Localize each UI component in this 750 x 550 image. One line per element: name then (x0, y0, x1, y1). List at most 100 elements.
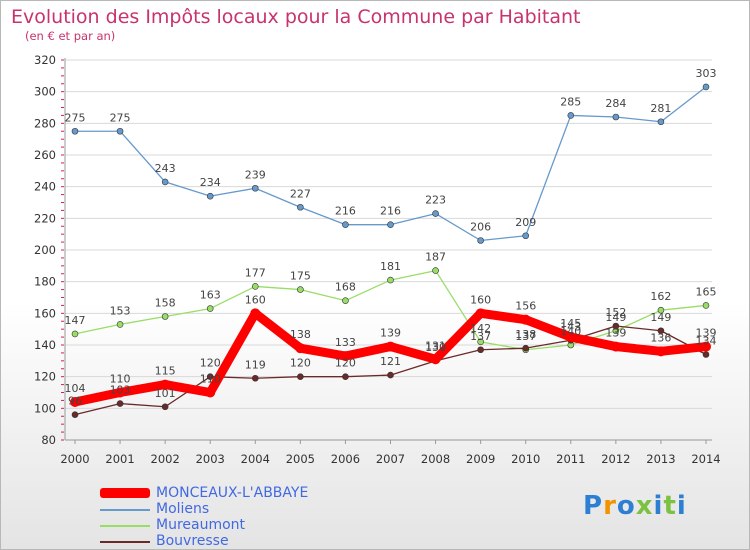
data-label: 130 (425, 341, 446, 354)
data-label: 303 (696, 67, 717, 80)
data-point (387, 221, 394, 228)
data-point (251, 184, 259, 192)
data-point (116, 321, 124, 328)
data-point (702, 83, 710, 91)
data-label: 158 (155, 297, 176, 310)
data-label: 181 (380, 260, 401, 273)
y-tick-label: 160 (34, 306, 56, 320)
data-point (297, 373, 304, 380)
data-point (430, 354, 441, 365)
y-tick-label: 80 (41, 433, 56, 447)
data-label: 120 (335, 357, 356, 370)
data-point (340, 351, 351, 362)
x-tick-label: 2012 (601, 452, 630, 466)
data-point (115, 387, 126, 398)
logo-letter: i (653, 491, 664, 521)
data-label: 140 (560, 325, 581, 338)
data-point (116, 127, 124, 135)
data-label: 133 (335, 336, 356, 349)
data-point (342, 221, 349, 228)
legend-label: MONCEAUX-L'ABBAYE (156, 485, 309, 501)
data-point (387, 371, 394, 379)
legend-label: Mureaumont (156, 517, 246, 533)
y-tick-label: 300 (34, 85, 56, 99)
data-label: 209 (515, 216, 536, 229)
data-label: 104 (65, 382, 86, 395)
data-point (477, 338, 484, 346)
data-label: 216 (335, 205, 356, 218)
data-label: 177 (245, 266, 266, 279)
data-label: 234 (200, 176, 221, 189)
data-point (205, 387, 216, 398)
data-label: 243 (155, 162, 176, 175)
chart-subtitle: (en € et par an) (25, 29, 116, 43)
data-point (116, 400, 124, 407)
x-tick-label: 2014 (691, 452, 720, 466)
data-point (161, 313, 169, 320)
x-tick-label: 2000 (60, 452, 89, 466)
data-label: 120 (200, 357, 221, 370)
data-point (701, 341, 711, 352)
data-label: 285 (560, 95, 581, 108)
data-point (387, 276, 394, 284)
data-label: 162 (650, 290, 671, 303)
data-point (160, 379, 171, 390)
data-point (565, 332, 576, 343)
data-point (522, 232, 530, 240)
data-point (295, 343, 306, 354)
data-point (71, 330, 79, 338)
data-label: 96 (68, 395, 82, 408)
data-point (520, 314, 531, 325)
x-tick-label: 2007 (376, 452, 405, 466)
data-point (702, 351, 710, 358)
y-tick-label: 120 (34, 370, 56, 384)
y-tick-label: 280 (34, 116, 56, 130)
data-point (567, 112, 575, 119)
data-label: 284 (605, 97, 626, 110)
data-point (206, 192, 214, 200)
x-tick-label: 2005 (286, 452, 315, 466)
data-point (610, 341, 621, 352)
data-label: 152 (605, 306, 626, 319)
data-point (251, 374, 259, 382)
logo-letter: i (676, 491, 687, 521)
data-label: 187 (425, 251, 446, 264)
data-label: 137 (470, 330, 491, 343)
data-label: 275 (65, 111, 86, 124)
logo-letter: t (663, 491, 677, 521)
data-label: 110 (200, 373, 221, 386)
legend-swatch (100, 488, 150, 498)
x-tick-label: 2009 (466, 452, 495, 466)
legend-swatch (100, 509, 150, 511)
data-label: 160 (470, 293, 491, 306)
data-label: 120 (290, 357, 311, 370)
data-label: 206 (470, 221, 491, 234)
chart-title: Evolution des Impôts locaux pour la Comm… (11, 6, 581, 28)
x-tick-label: 2002 (151, 452, 180, 466)
data-label: 281 (650, 102, 671, 115)
data-point (342, 297, 349, 304)
data-label: 139 (380, 327, 401, 340)
data-label: 137 (515, 330, 536, 343)
data-point (206, 305, 214, 312)
data-label: 139 (605, 327, 626, 340)
logo-letter: r (603, 491, 617, 521)
data-label: 175 (290, 270, 311, 283)
data-label: 223 (425, 194, 446, 207)
data-label: 147 (65, 314, 86, 327)
data-point (297, 286, 304, 293)
x-tick-label: 2006 (331, 452, 360, 466)
data-label: 239 (245, 168, 266, 181)
x-tick-label: 2003 (196, 452, 225, 466)
data-label: 134 (696, 335, 717, 348)
data-point (432, 267, 439, 274)
x-tick-label: 2011 (556, 452, 585, 466)
data-label: 165 (696, 285, 717, 298)
logo-letter: o (616, 491, 636, 521)
data-point (655, 346, 666, 357)
legend-label: Bouvresse (156, 533, 229, 549)
data-point (70, 397, 80, 407)
data-label: 131 (425, 339, 446, 352)
data-label: 142 (470, 322, 491, 335)
